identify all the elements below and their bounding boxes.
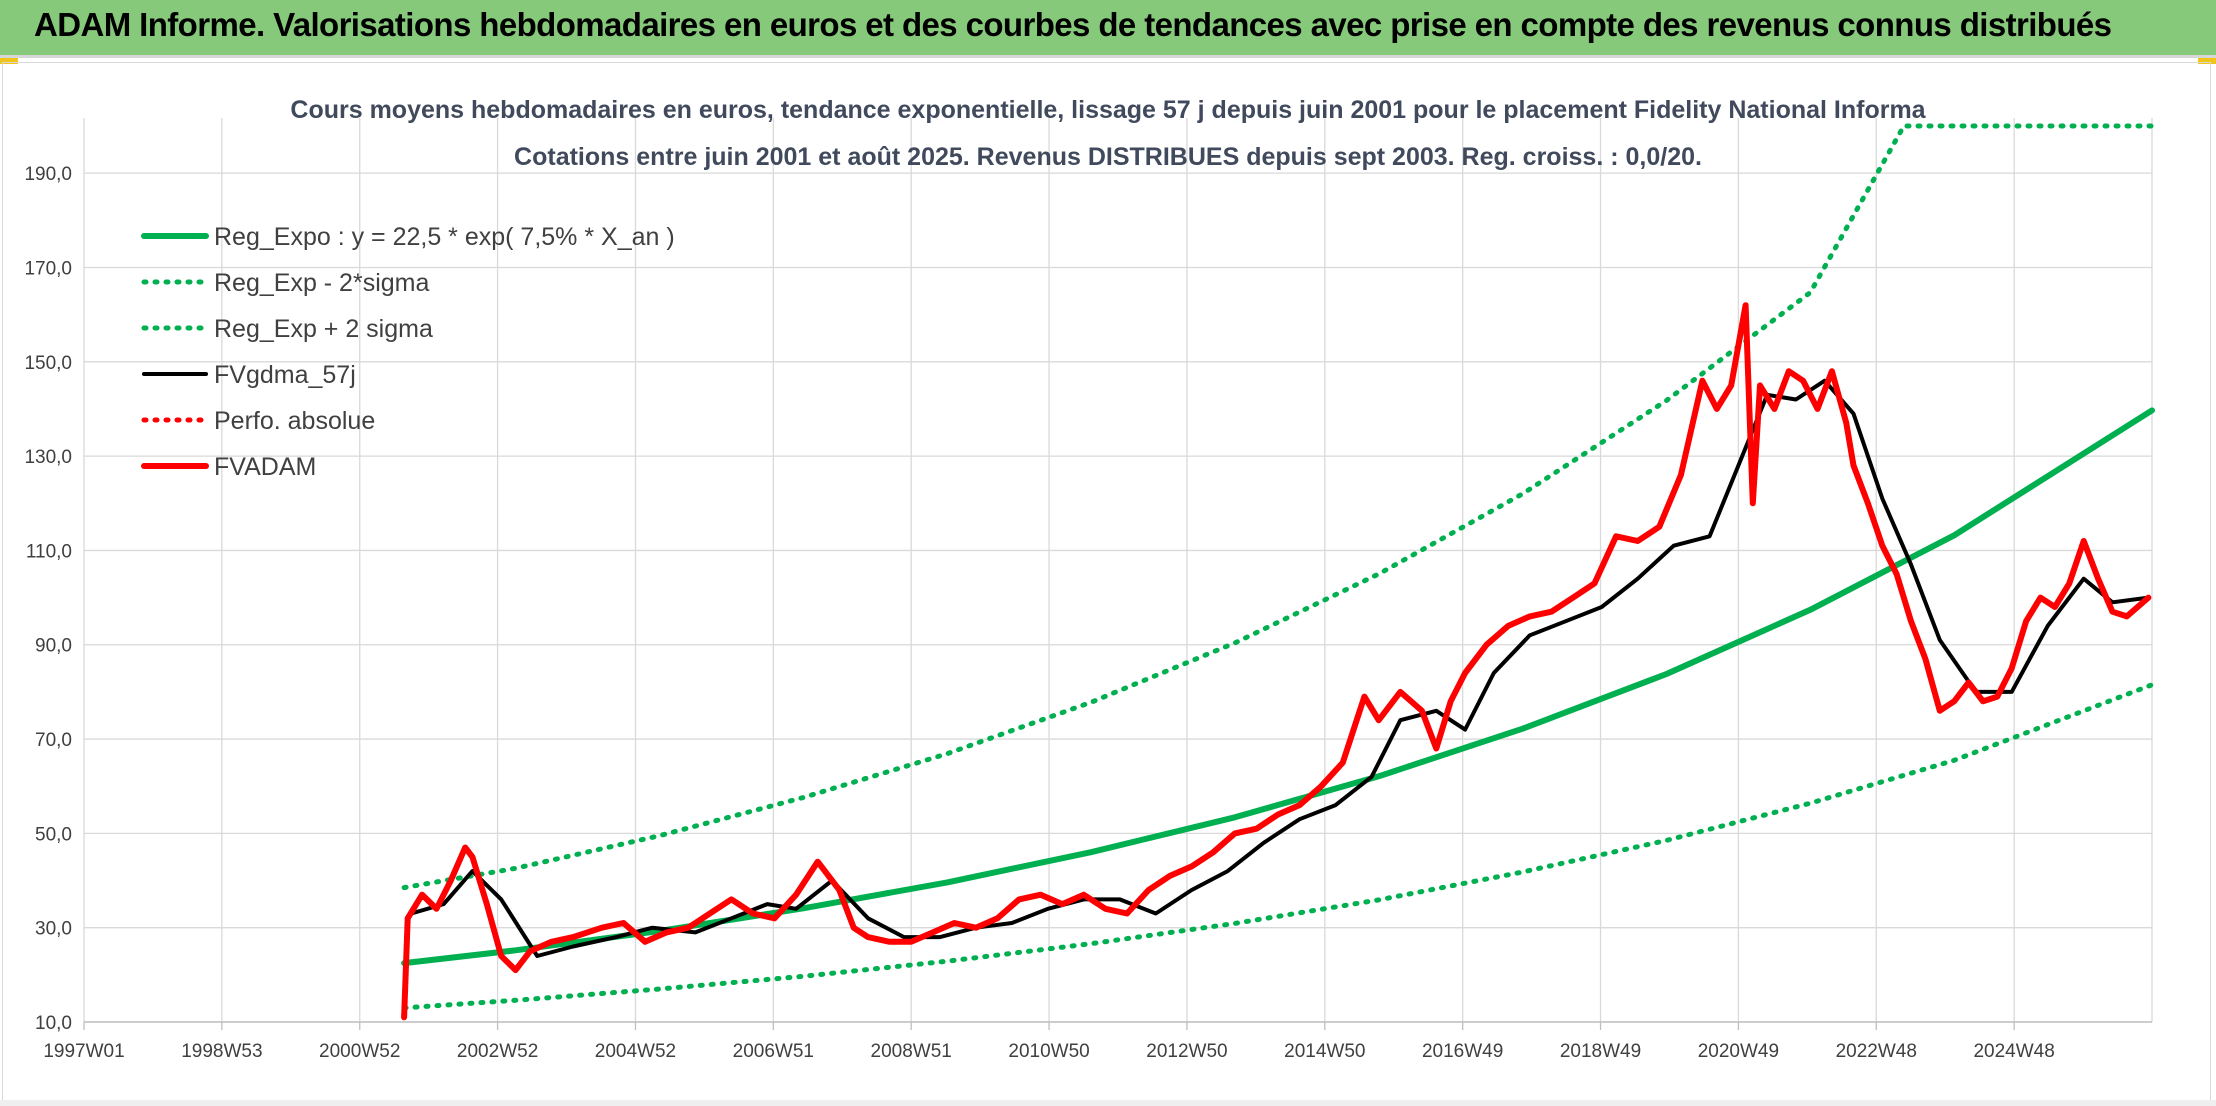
series-line-5 (401, 302, 2152, 1021)
legend-label: Reg_Expo : y = 22,5 * exp( 7,5% * X_an ) (214, 223, 675, 251)
series-line-1 (401, 682, 2155, 1011)
x-tick-label: 2014W50 (1284, 1041, 1365, 1062)
x-tick-label: 2002W52 (457, 1041, 538, 1062)
bottom-strip (0, 1100, 2216, 1106)
x-tick-label: 2016W49 (1422, 1041, 1503, 1062)
series-line-2 (401, 123, 2155, 891)
x-tick-label: 2022W48 (1836, 1041, 1917, 1062)
report-title: ADAM Informe. Valorisations hebdomadaire… (34, 6, 2112, 43)
chart-subtitle: Cotations entre juin 2001 et août 2025. … (514, 143, 1702, 171)
legend-label: Perfo. absolue (214, 407, 375, 435)
y-tick-label: 130,0 (24, 447, 72, 468)
legend-label: Reg_Exp + 2 sigma (214, 315, 433, 343)
x-tick-label: 1997W01 (43, 1041, 124, 1062)
x-tick-label: 2024W48 (1973, 1041, 2054, 1062)
y-tick-label: 170,0 (24, 258, 72, 279)
y-tick-label: 150,0 (24, 353, 72, 374)
left-corner-marker (0, 58, 18, 64)
series-line-0 (401, 407, 2155, 967)
y-tick-label: 30,0 (35, 919, 72, 940)
x-tick-label: 2018W49 (1560, 1041, 1641, 1062)
legend-label: FVgdma_57j (214, 361, 356, 389)
x-tick-label: 2008W51 (871, 1041, 952, 1062)
right-corner-marker (2198, 58, 2216, 64)
report-banner: ADAM Informe. Valorisations hebdomadaire… (0, 0, 2216, 58)
legend-label: FVADAM (214, 453, 316, 481)
x-tick-label: 1998W53 (181, 1041, 262, 1062)
y-tick-label: 110,0 (26, 541, 72, 562)
chart-title: Cours moyens hebdomadaires en euros, ten… (290, 96, 1926, 124)
legend-label: Reg_Exp - 2*sigma (214, 269, 429, 297)
x-tick-label: 2012W50 (1146, 1041, 1227, 1062)
series-line-3 (409, 378, 2151, 958)
x-tick-label: 2006W51 (733, 1041, 814, 1062)
x-tick-label: 2010W50 (1008, 1041, 1089, 1062)
x-tick-label: 2000W52 (319, 1041, 400, 1062)
x-tick-label: 2004W52 (595, 1041, 676, 1062)
y-tick-label: 50,0 (35, 824, 72, 845)
x-tick-label: 2020W49 (1698, 1041, 1779, 1062)
y-tick-label: 190,0 (24, 164, 72, 185)
y-tick-label: 90,0 (35, 636, 72, 657)
y-tick-label: 70,0 (35, 730, 72, 751)
y-tick-label: 10,0 (35, 1013, 72, 1034)
